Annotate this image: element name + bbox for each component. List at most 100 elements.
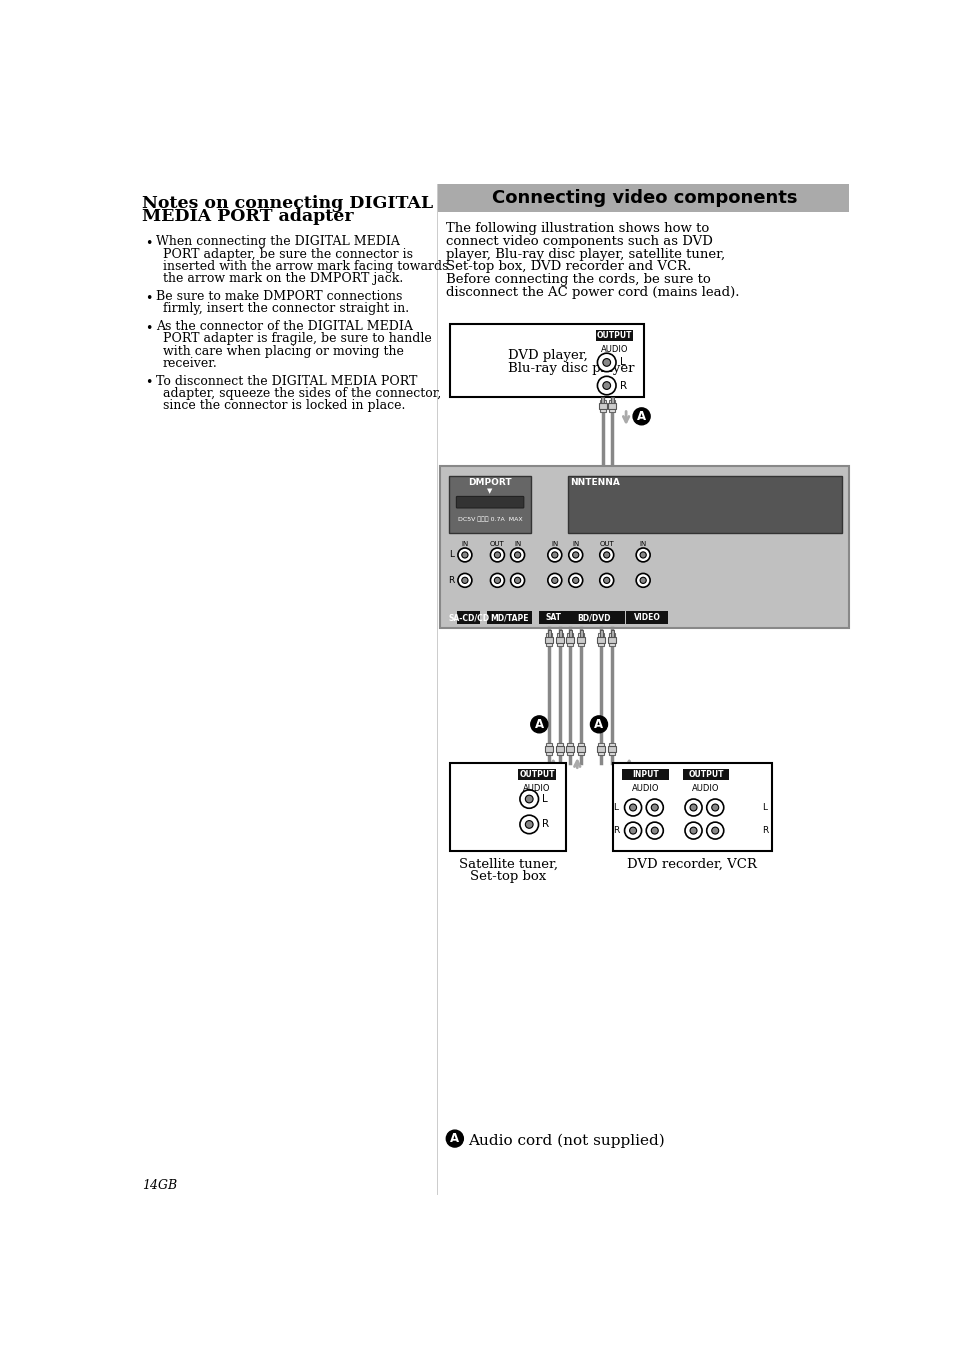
Bar (608, 400, 615, 412)
Circle shape (639, 552, 645, 558)
Circle shape (457, 548, 472, 562)
Circle shape (636, 548, 649, 562)
Circle shape (599, 548, 613, 562)
Bar (547, 746, 550, 752)
Bar (557, 742, 562, 756)
Text: •: • (146, 322, 152, 335)
Text: R: R (619, 380, 626, 391)
Bar (450, 324, 643, 397)
Circle shape (572, 577, 578, 584)
Text: since the connector is locked in place.: since the connector is locked in place. (162, 399, 405, 412)
Text: disconnect the AC power cord (mains lead).: disconnect the AC power cord (mains lead… (446, 285, 739, 299)
Text: •: • (146, 376, 152, 389)
Circle shape (633, 408, 649, 425)
Bar (599, 630, 602, 637)
Text: AUDIO: AUDIO (631, 784, 659, 794)
Bar (486, 611, 531, 625)
Circle shape (525, 821, 533, 829)
Text: •: • (146, 292, 152, 304)
Text: SAT: SAT (545, 614, 561, 622)
Circle shape (629, 827, 636, 834)
Text: DVD recorder, VCR: DVD recorder, VCR (627, 857, 757, 871)
Text: Satellite tuner,: Satellite tuner, (458, 857, 558, 871)
Text: 14GB: 14GB (142, 1179, 177, 1191)
Bar (608, 403, 616, 410)
Text: L: L (542, 794, 548, 804)
Bar (456, 611, 480, 625)
Bar (517, 769, 555, 780)
Text: A: A (535, 718, 543, 731)
Bar (625, 611, 667, 625)
Text: OUTPUT: OUTPUT (518, 769, 554, 779)
Circle shape (519, 815, 537, 834)
Bar (578, 742, 583, 756)
Circle shape (572, 552, 578, 558)
Bar (599, 400, 605, 412)
Text: The following illustration shows how to: The following illustration shows how to (446, 222, 709, 235)
Text: OUT: OUT (490, 541, 504, 548)
Circle shape (602, 358, 610, 366)
Text: As the connector of the DIGITAL MEDIA: As the connector of the DIGITAL MEDIA (156, 320, 413, 333)
Circle shape (689, 804, 697, 811)
Text: with care when placing or moving the: with care when placing or moving the (162, 345, 403, 358)
Text: BD/DVD: BD/DVD (577, 614, 611, 622)
Circle shape (629, 804, 636, 811)
Text: R: R (448, 576, 455, 585)
Bar (597, 746, 604, 752)
Text: A: A (637, 410, 645, 423)
Text: IN: IN (514, 541, 520, 548)
Bar (608, 634, 615, 646)
Circle shape (490, 573, 504, 587)
Circle shape (645, 799, 662, 817)
Bar (599, 746, 602, 752)
Circle shape (684, 822, 701, 840)
Text: firmly, insert the connector straight in.: firmly, insert the connector straight in… (162, 303, 408, 315)
Text: the arrow mark on the DMPORT jack.: the arrow mark on the DMPORT jack. (162, 272, 402, 285)
Bar (567, 742, 573, 756)
Text: R: R (612, 826, 618, 836)
Text: OUTPUT: OUTPUT (596, 331, 632, 339)
Text: A: A (594, 718, 603, 731)
Text: When connecting the DIGITAL MEDIA: When connecting the DIGITAL MEDIA (156, 235, 400, 249)
Circle shape (494, 552, 500, 558)
Bar (545, 746, 553, 752)
FancyBboxPatch shape (456, 496, 523, 508)
Bar (546, 742, 552, 756)
Text: Set-top box, DVD recorder and VCR.: Set-top box, DVD recorder and VCR. (446, 261, 691, 273)
Bar (597, 637, 604, 642)
Text: NNTENNA: NNTENNA (570, 479, 619, 487)
Circle shape (551, 552, 558, 558)
Circle shape (603, 577, 609, 584)
Circle shape (651, 827, 658, 834)
Text: •: • (146, 237, 152, 250)
Bar (556, 746, 563, 752)
Bar (563, 611, 624, 625)
Circle shape (461, 577, 468, 584)
Text: L: L (449, 550, 454, 560)
Text: inserted with the arrow mark facing towards: inserted with the arrow mark facing towa… (162, 260, 448, 273)
Bar (436, 184, 848, 211)
Text: MEDIA PORT adapter: MEDIA PORT adapter (142, 208, 354, 226)
Circle shape (514, 552, 520, 558)
Circle shape (457, 573, 472, 587)
Text: Be sure to make DMPORT connections: Be sure to make DMPORT connections (156, 291, 402, 303)
Text: INPUT: INPUT (632, 769, 659, 779)
Bar (566, 637, 574, 642)
Bar (547, 630, 550, 637)
Circle shape (514, 577, 520, 584)
Text: IN: IN (551, 541, 558, 548)
Bar (682, 769, 728, 780)
Bar (566, 746, 574, 752)
Circle shape (525, 795, 533, 803)
Bar (610, 630, 613, 637)
Text: PORT adapter is fragile, be sure to handle: PORT adapter is fragile, be sure to hand… (162, 333, 431, 345)
Bar (558, 746, 561, 752)
Circle shape (711, 804, 718, 811)
Circle shape (624, 822, 641, 840)
Circle shape (706, 822, 723, 840)
Text: Notes on connecting DIGITAL: Notes on connecting DIGITAL (142, 195, 434, 211)
Circle shape (547, 573, 561, 587)
Text: Set-top box: Set-top box (470, 869, 546, 883)
Bar (579, 630, 582, 637)
Text: receiver.: receiver. (162, 357, 217, 370)
